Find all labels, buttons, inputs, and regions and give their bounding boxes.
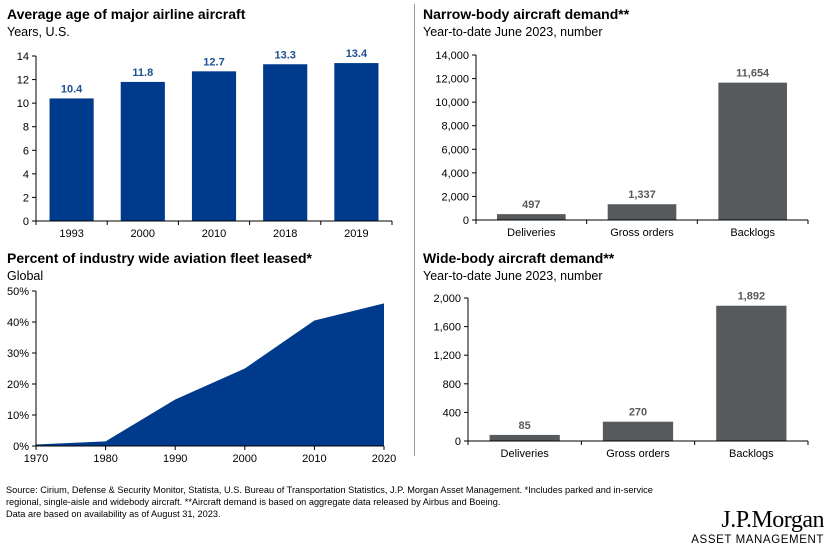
avg-age-xtick-label: 2000 bbox=[131, 228, 155, 240]
narrow-body-title: Narrow-body aircraft demand** bbox=[423, 6, 630, 22]
narrow-body-ytick-label: 12,000 bbox=[435, 74, 469, 86]
narrow-body-data-label: 1,337 bbox=[628, 189, 656, 201]
logo-tagline: ASSET MANAGEMENT bbox=[691, 534, 824, 546]
narrow-body-bar bbox=[718, 82, 787, 220]
narrow-body-ytick-label: 6,000 bbox=[441, 144, 469, 156]
wide-body-data-label: 270 bbox=[629, 407, 647, 419]
fleet-leased-xtick-label: 2020 bbox=[372, 453, 396, 465]
wide-body-bar bbox=[602, 421, 674, 441]
wide-body-bar bbox=[489, 434, 560, 441]
avg-age-ytick-label: 2 bbox=[23, 192, 29, 204]
jpmorgan-logo: J.P.Morgan ASSET MANAGEMENT bbox=[672, 507, 824, 547]
footnote-line-2: regional, single-aisle and widebody airc… bbox=[6, 497, 501, 507]
avg-age-ytick-label: 6 bbox=[23, 145, 29, 157]
logo-name: J.P.Morgan bbox=[721, 507, 824, 533]
narrow-body-xtick-label: Backlogs bbox=[730, 227, 775, 239]
avg-age-ytick-label: 4 bbox=[23, 169, 29, 181]
fleet-leased-ytick-label: 40% bbox=[7, 317, 29, 329]
fleet-leased-title: Percent of industry wide aviation fleet … bbox=[7, 250, 312, 266]
wide-body-title: Wide-body aircraft demand** bbox=[423, 250, 615, 266]
fleet-leased-xtick-label: 1980 bbox=[93, 453, 117, 465]
narrow-body-subtitle: Year-to-date June 2023, number bbox=[423, 25, 603, 39]
avg-age-xtick-label: 1993 bbox=[59, 228, 83, 240]
avg-age-ytick-label: 12 bbox=[17, 75, 29, 87]
fleet-leased-chart: 0% 10% 20% 30% 40% 50% 1970 1980 1990 2000 2010 202… bbox=[7, 286, 396, 465]
avg-age-data-label: 11.8 bbox=[132, 67, 153, 79]
fleet-leased-ytick-label: 20% bbox=[7, 379, 29, 391]
wide-body-xtick-label: Backlogs bbox=[729, 448, 774, 460]
avg-age-subtitle: Years, U.S. bbox=[7, 25, 70, 39]
footnote-line-1: Source: Cirium, Defense & Security Monit… bbox=[6, 485, 653, 495]
wide-body-xtick-label: Deliveries bbox=[501, 448, 550, 460]
narrow-body-ytick-label: 8,000 bbox=[441, 121, 469, 133]
fleet-leased-ytick-label: 30% bbox=[7, 348, 29, 360]
avg-age-ytick-label: 10 bbox=[17, 98, 29, 110]
narrow-body-ytick-label: 2,000 bbox=[441, 191, 469, 203]
fleet-leased-subtitle: Global bbox=[7, 269, 44, 283]
narrow-body-data-label: 497 bbox=[522, 199, 540, 211]
wide-body-ytick-label: 2,000 bbox=[433, 293, 461, 305]
wide-body-ytick-label: 800 bbox=[443, 379, 461, 391]
fleet-leased-ytick-label: 0% bbox=[13, 441, 29, 453]
fleet-leased-xtick-label: 1970 bbox=[24, 453, 48, 465]
wide-body-xtick-label: Gross orders bbox=[606, 448, 670, 460]
fleet-leased-xtick-label: 2010 bbox=[302, 453, 326, 465]
avg-age-bar bbox=[120, 81, 165, 221]
wide-body-data-label: 85 bbox=[519, 420, 531, 432]
narrow-body-ytick-label: 14,000 bbox=[435, 50, 469, 62]
wide-body-bar bbox=[716, 305, 787, 441]
wide-body-chart: 0 400 800 1,200 1,600 2,000 85 Deliveries 270 Gro… bbox=[433, 291, 809, 460]
wide-body-subtitle: Year-to-date June 2023, number bbox=[423, 269, 603, 283]
panel-divider bbox=[414, 4, 415, 456]
narrow-body-bar bbox=[607, 204, 677, 220]
avg-age-ytick-label: 14 bbox=[17, 51, 29, 63]
avg-age-data-label: 12.7 bbox=[203, 56, 224, 68]
narrow-body-bar bbox=[497, 214, 566, 220]
narrow-body-ytick-label: 10,000 bbox=[435, 97, 469, 109]
avg-age-ytick-label: 0 bbox=[23, 216, 29, 228]
avg-age-data-label: 13.4 bbox=[346, 48, 368, 60]
avg-age-chart: 0 2 4 6 8 10 12 14 10.4 1993 11.8 2000 12.7 2010 13.3 2… bbox=[17, 48, 393, 240]
avg-age-ytick-label: 8 bbox=[23, 122, 29, 134]
fleet-leased-xtick-label: 2000 bbox=[233, 453, 257, 465]
wide-body-ytick-label: 1,600 bbox=[433, 322, 461, 334]
avg-age-xtick-label: 2010 bbox=[202, 228, 226, 240]
avg-age-bar bbox=[191, 71, 237, 221]
footnote-line-3: Data are based on availability as of Aug… bbox=[6, 509, 221, 519]
wide-body-ytick-label: 1,200 bbox=[433, 350, 461, 362]
fleet-leased-ytick-label: 50% bbox=[7, 286, 29, 298]
narrow-body-xtick-label: Gross orders bbox=[610, 227, 674, 239]
avg-age-bar bbox=[334, 63, 379, 222]
wide-body-ytick-label: 0 bbox=[455, 436, 461, 448]
footnote: Source: Cirium, Defense & Security Monit… bbox=[6, 484, 706, 520]
fleet-leased-xtick-label: 1990 bbox=[163, 453, 187, 465]
avg-age-bar bbox=[49, 98, 94, 221]
narrow-body-ytick-label: 0 bbox=[463, 215, 469, 227]
avg-age-bar bbox=[263, 64, 308, 221]
avg-age-data-label: 10.4 bbox=[61, 83, 83, 95]
avg-age-xtick-label: 2019 bbox=[344, 228, 368, 240]
narrow-body-data-label: 11,654 bbox=[736, 68, 770, 80]
narrow-body-xtick-label: Deliveries bbox=[507, 227, 556, 239]
avg-age-title: Average age of major airline aircraft bbox=[7, 6, 246, 22]
wide-body-data-label: 1,892 bbox=[738, 291, 766, 303]
fleet-leased-ytick-label: 10% bbox=[7, 410, 29, 422]
wide-body-ytick-label: 400 bbox=[443, 407, 461, 419]
fleet-leased-area bbox=[36, 303, 384, 446]
avg-age-xtick-label: 2018 bbox=[273, 228, 297, 240]
avg-age-data-label: 13.3 bbox=[274, 49, 295, 61]
narrow-body-ytick-label: 4,000 bbox=[441, 168, 469, 180]
narrow-body-chart: 0 2,000 4,000 6,000 8,000 10,000 12,000 14,000 4… bbox=[435, 50, 809, 239]
